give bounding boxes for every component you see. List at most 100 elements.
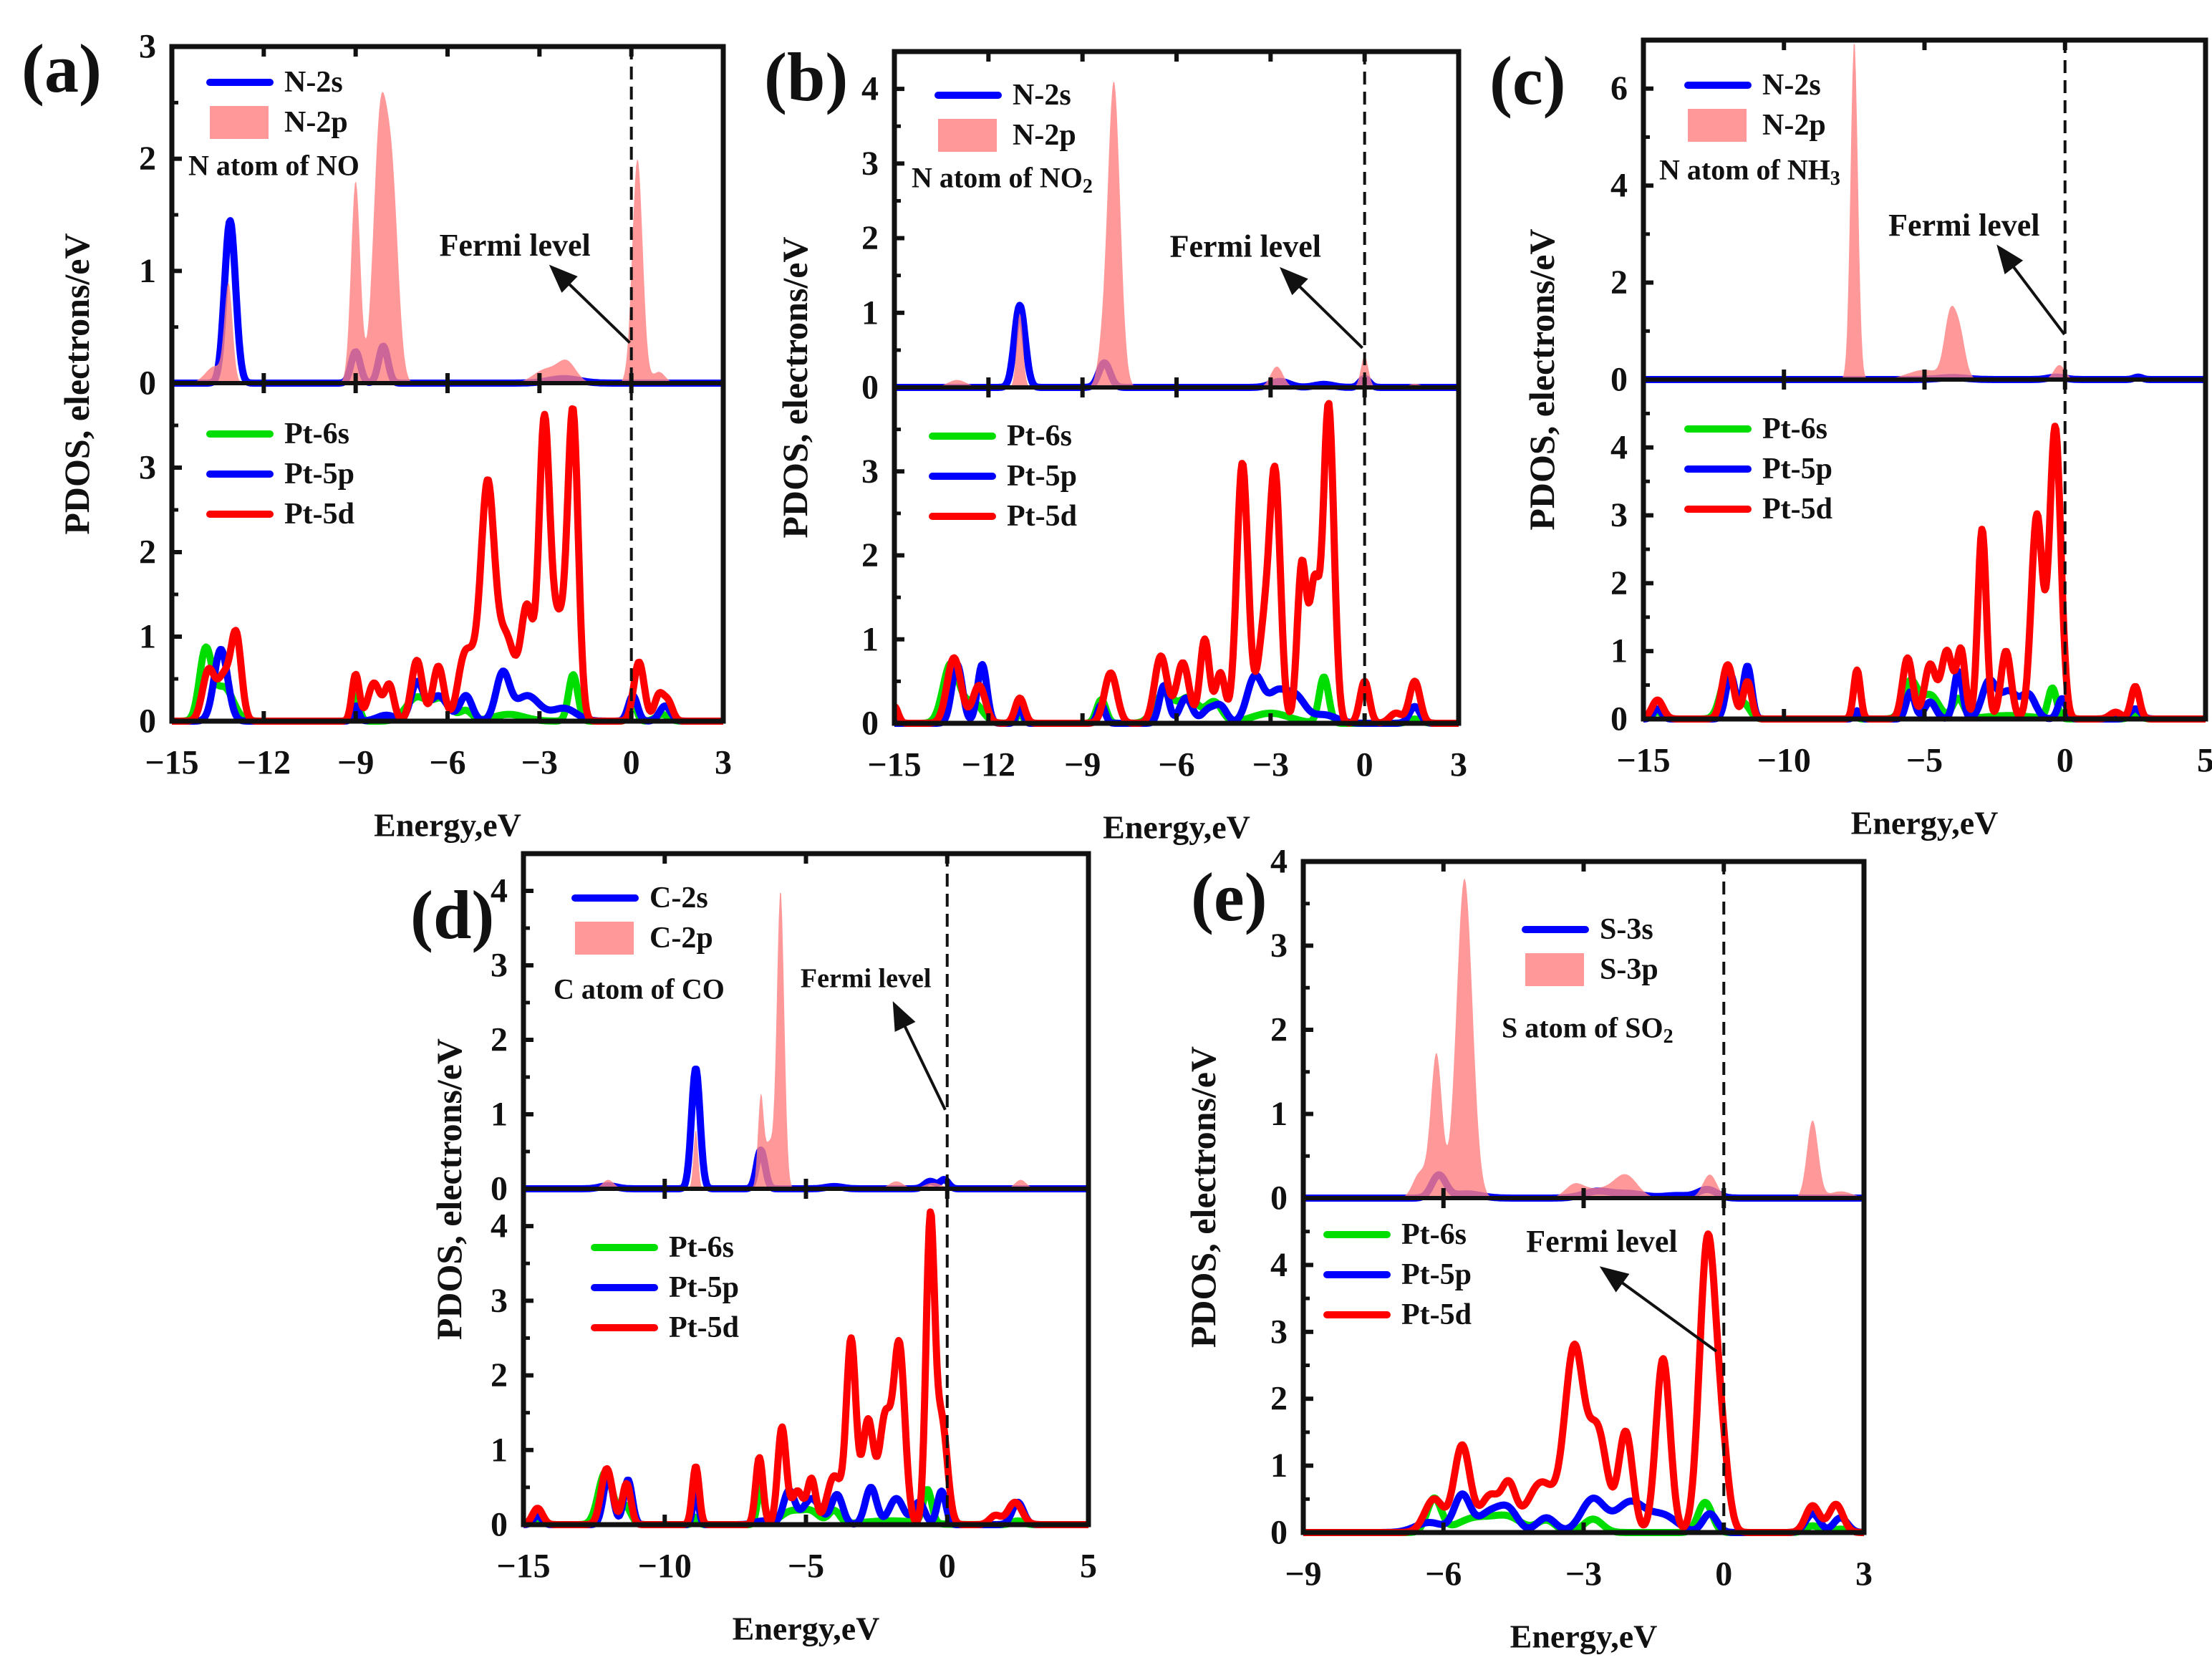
- legend-swatch: [210, 106, 269, 139]
- legend-label: Pt-5p: [1007, 460, 1077, 493]
- top-legend: S-3s S-3p: [1522, 913, 1658, 986]
- y-axis-label: PDOS, electrons/eV: [57, 233, 97, 534]
- legend-label: Pt-6s: [1007, 420, 1072, 453]
- legend-label: Pt-5d: [1007, 500, 1077, 533]
- top-subplot: 0 1 2 3 4 N-2s N-2p N atom of NO2: [861, 52, 1462, 407]
- legend-label: N-2p: [1013, 119, 1076, 152]
- y-tick-label: 3: [491, 947, 508, 985]
- species-label-subscript: 2: [1663, 1026, 1674, 1048]
- x-tick-label: −3: [1252, 746, 1289, 784]
- top-subplot: 0 1 2 3 4 C-2s C-2p C atom of CO: [491, 854, 1091, 1208]
- bottom-legend: Pt-6s Pt-5p Pt-5d: [929, 420, 1077, 533]
- y-axis-label: PDOS, electrons/eV: [1522, 228, 1562, 530]
- panel-letter: (a): [21, 30, 102, 107]
- y-tick-label: 0: [861, 369, 879, 407]
- x-tick-label: −10: [638, 1548, 692, 1586]
- x-tick-label: −9: [337, 744, 374, 782]
- y-tick-label: 6: [1610, 69, 1628, 107]
- x-tick-label: 3: [715, 744, 732, 782]
- x-tick-label: −6: [429, 744, 465, 782]
- x-axis-label: Energy,eV: [1510, 1618, 1658, 1655]
- legend-label: Pt-5d: [1401, 1298, 1472, 1331]
- legend-swatch: [938, 119, 997, 152]
- y-tick-label: 3: [491, 1282, 508, 1320]
- y-tick-label: 1: [861, 620, 879, 658]
- y-tick-label: 3: [1270, 1313, 1288, 1351]
- top-legend: N-2s N-2p: [1684, 69, 1826, 142]
- y-tick-label: 3: [139, 28, 156, 66]
- x-axis-label: Energy,eV: [374, 807, 521, 844]
- x-tick-label: 3: [1855, 1555, 1873, 1593]
- x-tick-label: −6: [1158, 746, 1194, 784]
- y-tick-label: 3: [1610, 496, 1628, 534]
- fermi-level-annotation: Fermi level: [1888, 208, 2039, 243]
- top-subplot: 0 1 2 3 N-2s N-2p N atom of NO: [139, 28, 726, 402]
- y-tick-label: 0: [1270, 1179, 1288, 1217]
- x-axis-label: Energy,eV: [733, 1611, 880, 1647]
- x-tick-label: 0: [2057, 742, 2074, 780]
- x-tick-label: −9: [1064, 746, 1101, 784]
- fermi-arrow: [892, 1000, 947, 1111]
- x-tick-label: −15: [145, 744, 198, 782]
- legend-label: Pt-6s: [1762, 412, 1827, 445]
- series-n-2s-line: [892, 301, 1462, 391]
- y-tick-label: 2: [861, 219, 879, 257]
- x-tick-label: −15: [867, 746, 921, 784]
- bottom-subplot: 0 1 2 3 Pt-6s Pt-5p Pt-5d: [861, 387, 1462, 743]
- y-tick-label: 1: [1610, 632, 1628, 670]
- legend-swatch: [575, 922, 634, 955]
- legend-label: Pt-6s: [669, 1231, 734, 1264]
- legend-label: S-3s: [1600, 913, 1653, 946]
- y-tick-label: 2: [139, 140, 156, 178]
- x-tick-label: −3: [1565, 1555, 1602, 1593]
- bottom-legend: Pt-6s Pt-5p Pt-5d: [1684, 412, 1832, 526]
- y-tick-label: 4: [1610, 428, 1628, 466]
- legend-label: Pt-5p: [1401, 1258, 1472, 1291]
- x-tick-label: −12: [962, 746, 1015, 784]
- series-pt-5d-line: [521, 1208, 1091, 1528]
- y-axis-label: PDOS, electrons/eV: [775, 236, 815, 538]
- y-tick-label: 1: [139, 252, 156, 290]
- legend-swatch: [1525, 953, 1584, 986]
- fermi-arrow: [1279, 266, 1363, 349]
- legend-label: N-2p: [284, 106, 348, 139]
- y-tick-label: 1: [1270, 1447, 1288, 1485]
- x-tick-label: 0: [1715, 1555, 1732, 1593]
- legend-label: N-2p: [1762, 109, 1826, 142]
- y-tick-label: 2: [139, 534, 156, 571]
- y-tick-label: 2: [491, 1021, 508, 1059]
- legend-label: Pt-5d: [1762, 493, 1832, 526]
- x-tick-label: −5: [788, 1548, 824, 1586]
- x-tick-label: 5: [1080, 1548, 1097, 1586]
- x-tick-label: 5: [2197, 742, 2212, 780]
- x-tick-label: −3: [521, 744, 558, 782]
- x-tick-label: −9: [1285, 1555, 1321, 1593]
- series-c-2s-line: [521, 1066, 1091, 1192]
- fermi-level-annotation: Fermi level: [801, 964, 932, 994]
- y-tick-label: 2: [861, 536, 879, 574]
- panel-letter: (b): [764, 39, 848, 115]
- y-tick-label: 4: [1610, 167, 1628, 205]
- x-tick-label: −15: [1616, 742, 1670, 780]
- species-label: C atom of CO: [554, 973, 725, 1005]
- species-label: N atom of NH3: [1659, 154, 1840, 190]
- x-tick-label: −15: [496, 1548, 550, 1586]
- legend-label: Pt-5p: [1762, 453, 1832, 486]
- x-tick-label: 0: [1356, 746, 1373, 784]
- top-subplot: 0 1 2 3 4 S-3s S-3p S atom of SO2: [1270, 843, 1867, 1217]
- y-tick-label: 0: [491, 1506, 508, 1544]
- legend-label: Pt-6s: [284, 418, 349, 450]
- y-tick-label: 4: [1270, 843, 1288, 881]
- y-tick-label: 4: [861, 70, 879, 108]
- legend-label: N-2s: [284, 66, 343, 99]
- x-tick-label: 0: [623, 744, 640, 782]
- series-n-2p-area: [172, 92, 723, 383]
- y-axis-label: PDOS, electrons/eV: [1183, 1046, 1223, 1348]
- bottom-legend: Pt-6s Pt-5p Pt-5d: [206, 418, 354, 531]
- y-tick-label: 1: [139, 618, 156, 656]
- fermi-level-annotation: Fermi level: [439, 228, 590, 263]
- legend-label: S-3p: [1600, 953, 1658, 986]
